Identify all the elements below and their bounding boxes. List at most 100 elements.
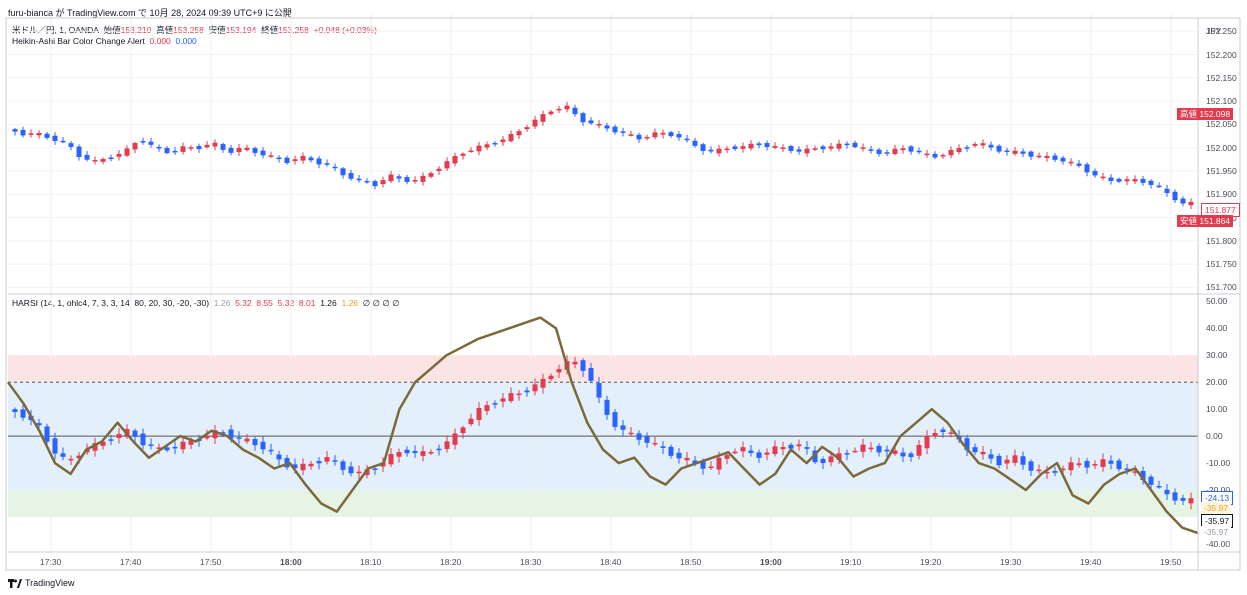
price-candle	[404, 177, 410, 182]
harsi-candle	[1084, 461, 1090, 468]
harsi-value: 1.26	[341, 298, 359, 308]
indicator-value-2: 0.000	[175, 36, 197, 46]
price-candle	[1100, 176, 1106, 179]
osc-axis-label: -10.00	[1206, 458, 1231, 469]
price-candle	[924, 153, 930, 156]
harsi-candle	[964, 438, 970, 451]
price-candle	[852, 142, 858, 148]
harsi-candle	[708, 466, 714, 469]
footer-brand[interactable]: TradingView	[8, 578, 75, 588]
price-candle	[716, 148, 722, 154]
harsi-candle	[212, 430, 218, 439]
harsi-candle	[716, 457, 722, 470]
harsi-candle	[180, 441, 186, 450]
currency-label: JPY	[1206, 26, 1222, 36]
harsi-candle	[372, 468, 378, 470]
harsi-candle	[284, 458, 290, 468]
harsi-candle	[676, 452, 682, 459]
osc-value-tag-gray: -35.97	[1201, 526, 1232, 538]
price-candle	[636, 134, 642, 140]
price-candle	[364, 180, 370, 183]
price-candle	[1172, 191, 1178, 201]
price-candle	[1052, 155, 1058, 160]
time-axis-label: 17:40	[120, 557, 142, 567]
publish-info: furu-bianca が TradingView.com で 10月 28, …	[8, 8, 292, 18]
price-candle	[828, 146, 834, 149]
price-candle	[460, 153, 466, 156]
price-candle	[412, 179, 418, 182]
harsi-candle	[660, 446, 666, 448]
price-candle	[1140, 178, 1146, 183]
price-candle	[508, 134, 514, 142]
symbol-name[interactable]: 米ドル／円, 1, OANDA	[12, 25, 99, 35]
harsi-candle	[668, 446, 674, 456]
harsi-value: 5.32	[277, 298, 295, 308]
price-candle	[796, 149, 802, 152]
high-label: 高値	[156, 25, 174, 35]
price-candle	[36, 132, 42, 136]
time-axis-label: 18:50	[680, 557, 702, 567]
price-candle	[252, 148, 258, 153]
price-candle	[1092, 170, 1098, 176]
price-candle	[220, 144, 226, 150]
harsi-candle	[348, 466, 354, 474]
harsi-candle	[316, 461, 322, 464]
price-candle	[548, 111, 554, 115]
price-candle	[684, 138, 690, 141]
price-candle	[372, 181, 378, 187]
time-axis-label: 18:30	[520, 557, 542, 567]
price-candle	[308, 157, 314, 161]
price-candle	[1060, 157, 1066, 162]
price-candle	[484, 144, 490, 148]
empty-set-icon: ∅	[372, 298, 380, 308]
price-candle	[1164, 188, 1170, 194]
harsi-candle	[20, 409, 26, 418]
indicator-legend-heikin[interactable]: Heikin-Ashi Bar Color Change Alert 0.000…	[12, 36, 197, 46]
price-candle	[996, 145, 1002, 152]
low-tag-value: 151.864	[1199, 216, 1231, 226]
price-candle	[740, 146, 746, 149]
time-axis-label: 17:50	[200, 557, 222, 567]
harsi-candle	[916, 444, 922, 456]
price-candle	[628, 134, 634, 136]
price-candle	[692, 140, 698, 146]
osc-value-tag-orange: -35.97	[1201, 502, 1232, 514]
osc-axis-label: -20.00	[1206, 485, 1230, 495]
price-candle	[1180, 198, 1186, 204]
price-candle	[868, 149, 874, 151]
price-candle	[580, 113, 586, 123]
price-axis-label: 152.100	[1206, 96, 1237, 107]
low-label: 安値	[208, 25, 226, 35]
harsi-candle	[612, 412, 618, 427]
high-tag-label: 高値	[1180, 109, 1198, 119]
empty-set-icon: ∅	[362, 298, 371, 308]
harsi-candle	[1052, 471, 1058, 473]
harsi-candle	[764, 452, 770, 455]
harsi-candle	[1172, 492, 1178, 501]
price-candle	[788, 146, 794, 151]
price-candle	[564, 105, 570, 110]
harsi-candle	[580, 360, 586, 371]
harsi-candle	[852, 450, 858, 453]
price-candle	[652, 132, 658, 138]
indicator-legend-harsi[interactable]: HARSI (14, 1, ohlc4, 7, 3, 3, 14, 80, 20…	[12, 298, 400, 309]
harsi-candle	[52, 438, 58, 454]
open-value: 153.210	[120, 25, 152, 35]
harsi-candle	[68, 458, 74, 461]
harsi-candle	[188, 440, 194, 445]
price-candle	[756, 143, 762, 146]
price-candle	[292, 159, 298, 162]
price-candle	[268, 155, 274, 157]
price-candle	[988, 144, 994, 148]
price-candle	[436, 168, 442, 172]
harsi-candle	[780, 446, 786, 450]
oversold-zone	[8, 490, 1198, 517]
chart-border	[5, 17, 1241, 571]
harsi-candle	[444, 441, 450, 449]
harsi-candle	[268, 449, 274, 452]
price-candle	[1132, 179, 1138, 182]
price-axis-label: 151.700	[1206, 282, 1237, 293]
time-axis-label: 18:00	[280, 557, 302, 567]
harsi-candle	[1012, 455, 1018, 463]
